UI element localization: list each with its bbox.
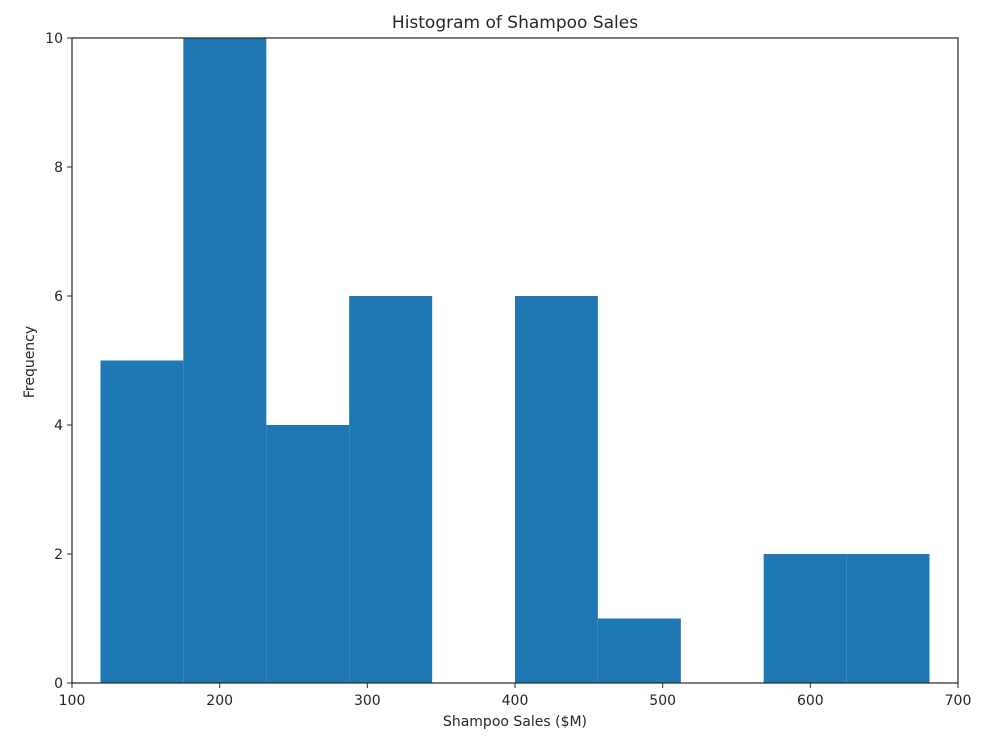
histogram-bar	[763, 554, 847, 683]
y-tick-label: 0	[54, 676, 63, 692]
y-axis-ticks: 0 2 4 6 8 10	[45, 31, 72, 692]
histogram-bar	[515, 296, 598, 683]
x-tick-label: 500	[649, 693, 676, 709]
x-axis-ticks: 100 200 300 400 500 600 700	[59, 683, 972, 709]
chart-title: Histogram of Shampoo Sales	[392, 13, 638, 33]
histogram-bar	[266, 425, 350, 683]
histogram-bar	[183, 38, 267, 683]
histogram-bar	[846, 554, 930, 683]
y-tick-label: 4	[54, 418, 63, 434]
y-tick-label: 2	[54, 547, 63, 563]
x-tick-label: 100	[59, 693, 86, 709]
x-tick-label: 200	[206, 693, 233, 709]
y-axis-title: Frequency	[22, 326, 38, 398]
histogram-bar	[597, 618, 681, 683]
histogram-bars	[100, 38, 930, 683]
x-tick-label: 300	[354, 693, 381, 709]
x-axis-title: Shampoo Sales ($M)	[443, 714, 587, 730]
x-tick-label: 400	[502, 693, 529, 709]
x-tick-label: 700	[945, 693, 972, 709]
histogram-bar	[349, 296, 433, 683]
y-tick-label: 8	[54, 160, 63, 176]
x-tick-label: 600	[797, 693, 824, 709]
y-tick-label: 6	[54, 289, 63, 305]
y-tick-label: 10	[45, 31, 63, 47]
histogram-bar	[100, 360, 184, 683]
